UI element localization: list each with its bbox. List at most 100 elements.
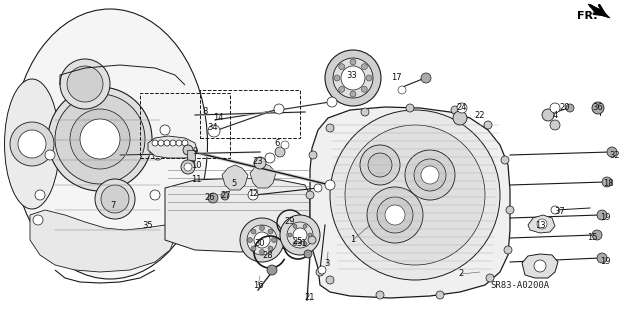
Text: 24: 24: [457, 102, 467, 112]
Circle shape: [451, 106, 459, 114]
Text: 19: 19: [600, 213, 611, 222]
Circle shape: [150, 190, 160, 200]
Circle shape: [259, 226, 264, 231]
Text: 22: 22: [475, 112, 485, 121]
Circle shape: [457, 103, 467, 113]
Circle shape: [345, 125, 485, 265]
Circle shape: [327, 97, 337, 107]
Circle shape: [306, 191, 314, 199]
Circle shape: [208, 193, 218, 203]
Circle shape: [221, 192, 229, 200]
Circle shape: [597, 210, 607, 220]
Polygon shape: [588, 4, 610, 18]
Circle shape: [303, 242, 307, 246]
Circle shape: [248, 238, 253, 242]
Circle shape: [350, 59, 356, 65]
Circle shape: [153, 150, 163, 160]
Circle shape: [158, 140, 164, 146]
Circle shape: [268, 229, 273, 234]
Text: 32: 32: [610, 151, 620, 160]
Text: 6: 6: [275, 139, 280, 149]
Circle shape: [183, 145, 193, 155]
Circle shape: [318, 266, 326, 274]
Text: 29: 29: [285, 217, 295, 226]
Text: 14: 14: [212, 114, 223, 122]
Circle shape: [281, 141, 289, 149]
Circle shape: [18, 130, 46, 158]
Circle shape: [48, 87, 152, 191]
Circle shape: [326, 276, 334, 284]
Circle shape: [293, 228, 307, 242]
Circle shape: [287, 222, 313, 248]
Circle shape: [35, 190, 45, 200]
Text: 15: 15: [587, 233, 597, 241]
Text: 12: 12: [248, 189, 259, 197]
Circle shape: [334, 75, 340, 81]
Text: 28: 28: [262, 250, 273, 259]
Circle shape: [398, 86, 406, 94]
Circle shape: [152, 140, 158, 146]
Text: 5: 5: [232, 179, 237, 188]
Circle shape: [288, 233, 292, 237]
Polygon shape: [522, 254, 558, 278]
Circle shape: [406, 104, 414, 112]
Circle shape: [339, 64, 345, 70]
Circle shape: [280, 215, 320, 255]
Polygon shape: [165, 178, 310, 252]
Circle shape: [366, 75, 372, 81]
Bar: [187, 150, 195, 160]
Circle shape: [304, 250, 312, 258]
Text: 2: 2: [458, 270, 463, 278]
Circle shape: [293, 224, 297, 228]
Circle shape: [248, 190, 258, 200]
Text: 7: 7: [110, 201, 116, 210]
Circle shape: [314, 184, 322, 192]
Circle shape: [325, 180, 335, 190]
Circle shape: [362, 64, 367, 70]
Circle shape: [602, 177, 612, 187]
Circle shape: [259, 249, 264, 255]
Circle shape: [421, 166, 439, 184]
Text: 31: 31: [297, 239, 307, 248]
Circle shape: [208, 125, 220, 137]
Circle shape: [80, 119, 120, 159]
Text: 16: 16: [253, 280, 263, 290]
Circle shape: [607, 147, 617, 157]
Circle shape: [254, 157, 266, 169]
Circle shape: [164, 140, 170, 146]
Circle shape: [176, 140, 182, 146]
Text: 23: 23: [253, 158, 263, 167]
Bar: [140, 93, 230, 158]
Circle shape: [597, 253, 607, 263]
Text: 9: 9: [193, 147, 198, 157]
Text: 26: 26: [205, 192, 215, 202]
Circle shape: [339, 86, 345, 92]
Text: 11: 11: [191, 175, 201, 184]
Bar: [200, 90, 300, 138]
Text: 3: 3: [324, 259, 330, 269]
Text: 33: 33: [347, 70, 357, 79]
Circle shape: [240, 218, 284, 262]
Text: 18: 18: [603, 179, 613, 188]
Text: 36: 36: [593, 103, 604, 113]
Circle shape: [484, 121, 492, 129]
Circle shape: [376, 291, 384, 299]
Ellipse shape: [4, 79, 60, 209]
Text: 8: 8: [202, 108, 208, 116]
Text: 30: 30: [255, 239, 266, 248]
Text: 4: 4: [552, 110, 557, 120]
Circle shape: [368, 153, 392, 177]
Circle shape: [326, 124, 334, 132]
Text: 37: 37: [555, 207, 565, 217]
Polygon shape: [528, 215, 555, 233]
Polygon shape: [148, 136, 197, 158]
Ellipse shape: [13, 9, 207, 279]
Circle shape: [333, 58, 373, 98]
Circle shape: [550, 120, 560, 130]
Circle shape: [592, 230, 602, 240]
Polygon shape: [30, 210, 175, 272]
Circle shape: [330, 110, 500, 280]
Text: 34: 34: [208, 123, 218, 132]
Circle shape: [309, 151, 317, 159]
Circle shape: [377, 197, 413, 233]
